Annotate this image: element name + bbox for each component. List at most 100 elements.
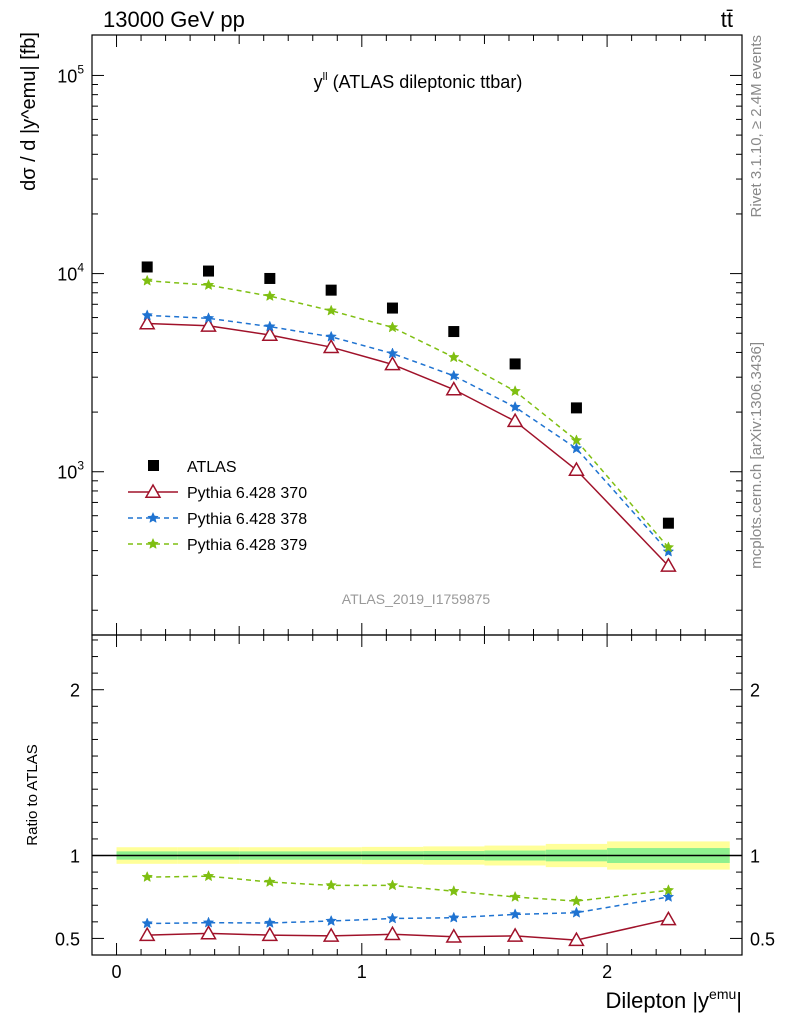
ratio-marker-pythia-6-428-379 (202, 870, 215, 882)
marker-pythia-6-428-379 (570, 434, 583, 446)
marker-pythia-6-428-370 (660, 557, 677, 572)
ratio-marker-pythia-6-428-378 (570, 906, 583, 918)
marker-pythia-6-428-378 (570, 442, 583, 454)
ratio-marker-pythia-6-428-370 (200, 924, 217, 940)
data-point-atlas (386, 302, 398, 314)
ratio-panel: 0.5 0.5 1 1 2 2 0 1 2 Ratio to ATLAS Dilepton |y… (24, 634, 775, 1013)
marker-pythia-6-428-378 (202, 312, 215, 324)
ratio-marker-pythia-6-428-379 (570, 894, 583, 907)
ratio-marker-pythia-6-428-379 (662, 884, 675, 896)
marker-pythia-6-428-370 (322, 338, 340, 354)
ratio-marker-pythia-6-428-370 (506, 927, 524, 942)
main-ylabel: dσ / d |y^emu| [fb] (18, 32, 40, 191)
marker-pythia-6-428-370 (568, 461, 585, 477)
ratio-marker-pythia-6-428-370 (568, 931, 585, 947)
ratio-marker-pythia-6-428-378 (325, 914, 338, 927)
marker-pythia-6-428-378 (325, 330, 338, 342)
marker-pythia-6-428-379 (509, 385, 521, 397)
rivet-version: Rivet 3.1.10, ≥ 2.4M events (748, 35, 765, 218)
xlabel-superscript: emu (709, 986, 736, 1002)
ratio-frame (91, 634, 743, 956)
ratio-y-tick-label: 2 (70, 681, 80, 701)
marker-pythia-6-428-379 (202, 278, 215, 291)
marker-pythia-6-428-379 (386, 321, 399, 333)
series-line-pythia-6-428-378 (147, 314, 669, 553)
ratio-y-tick-label-right: 2 (750, 681, 760, 701)
series-line-pythia-6-428-379 (147, 280, 669, 548)
ratio-marker-pythia-6-428-378 (447, 911, 460, 923)
marker-pythia-6-428-378 (263, 320, 276, 332)
ratio-y-tick-label-right: 0.5 (750, 929, 775, 949)
data-point-atlas (325, 284, 337, 296)
ratio-marker-pythia-6-428-379 (325, 879, 338, 891)
main-y-tick-label: 104 (57, 261, 84, 285)
main-y-tick-label: 105 (57, 62, 84, 86)
ratio-marker-pythia-6-428-378 (509, 908, 521, 920)
main-title-superscript: ll (323, 71, 328, 83)
marker-pythia-6-428-378 (386, 347, 399, 359)
ratio-marker-pythia-6-428-370 (261, 926, 279, 942)
ratio-line-pythia-6-428-370 (147, 918, 669, 941)
marker-pythia-6-428-370 (261, 326, 279, 341)
ratio-marker-pythia-6-428-370 (384, 925, 401, 941)
ratio-marker-pythia-6-428-379 (447, 885, 460, 897)
main-y-tick-label: 103 (57, 459, 84, 483)
marker-pythia-6-428-370 (384, 355, 401, 371)
ratio-marker-pythia-6-428-370 (445, 928, 463, 943)
legend-label-atlas: ATLAS (187, 459, 237, 476)
marker-pythia-6-428-379 (325, 304, 338, 316)
legend-label-pythia-6-428-378: Pythia 6.428 378 (187, 511, 307, 528)
ratio-marker-pythia-6-428-378 (202, 916, 215, 928)
ratio-marker-pythia-6-428-379 (509, 890, 521, 902)
ratio-marker-pythia-6-428-370 (138, 926, 156, 942)
ratio-marker-pythia-6-428-378 (141, 917, 154, 929)
header-left: 13000 GeV pp (103, 7, 245, 32)
marker-pythia-6-428-370 (200, 317, 217, 332)
data-point-atlas (264, 272, 276, 284)
ratio-marker-pythia-6-428-370 (660, 910, 677, 926)
ratio-y-tick-label: 0.5 (55, 929, 80, 949)
legend-marker-pythia-6-428-370 (144, 483, 162, 498)
watermark: ATLAS_2019_I1759875 (342, 591, 491, 607)
legend-label-pythia-6-428-379: Pythia 6.428 379 (187, 537, 307, 554)
legend-marker-pythia-6-428-379 (147, 537, 159, 549)
ratio-line-pythia-6-428-379 (147, 875, 669, 902)
x-tick-label: 2 (602, 962, 612, 982)
marker-pythia-6-428-370 (138, 314, 156, 330)
marker-pythia-6-428-379 (141, 274, 154, 286)
ratio-y-tick-label-right: 1 (750, 847, 760, 867)
ratio-marker-pythia-6-428-378 (263, 916, 276, 928)
main-panel: 103 104 105 yll (ATLAS dileptonic ttbar) A… (18, 32, 743, 636)
marker-pythia-6-428-379 (447, 351, 460, 363)
legend-marker-atlas (148, 460, 159, 471)
marker-pythia-6-428-379 (263, 289, 276, 302)
ratio-marker-pythia-6-428-370 (322, 927, 340, 942)
ratio-marker-pythia-6-428-379 (141, 870, 154, 883)
marker-pythia-6-428-379 (662, 541, 675, 553)
ratio-ylabel: Ratio to ATLAS (24, 744, 41, 845)
data-point-atlas (509, 358, 521, 370)
ratio-marker-pythia-6-428-378 (386, 912, 399, 924)
x-tick-label: 1 (357, 962, 367, 982)
ratio-line-pythia-6-428-378 (147, 896, 669, 925)
marker-pythia-6-428-378 (509, 400, 521, 413)
data-point-atlas (448, 326, 460, 338)
header-right: tt̄ (721, 7, 733, 32)
marker-pythia-6-428-378 (447, 369, 460, 381)
data-point-atlas (570, 402, 582, 414)
ratio-marker-pythia-6-428-379 (263, 875, 276, 888)
marker-pythia-6-428-370 (506, 412, 524, 428)
ratio-marker-pythia-6-428-379 (386, 879, 399, 891)
marker-pythia-6-428-378 (141, 309, 154, 321)
marker-pythia-6-428-370 (445, 381, 463, 396)
legend-label-pythia-6-428-370: Pythia 6.428 370 (187, 485, 307, 502)
data-point-atlas (141, 261, 153, 273)
marker-pythia-6-428-378 (662, 545, 675, 557)
xlabel: Dilepton |yemu| (606, 986, 743, 1013)
legend-marker-pythia-6-428-378 (147, 511, 159, 523)
main-title: yll (ATLAS dileptonic ttbar) (314, 71, 523, 92)
mcplots-credit: mcplots.cern.ch [arXiv:1306.3436] (748, 342, 765, 569)
data-point-atlas (662, 517, 674, 529)
data-point-atlas (203, 265, 215, 277)
